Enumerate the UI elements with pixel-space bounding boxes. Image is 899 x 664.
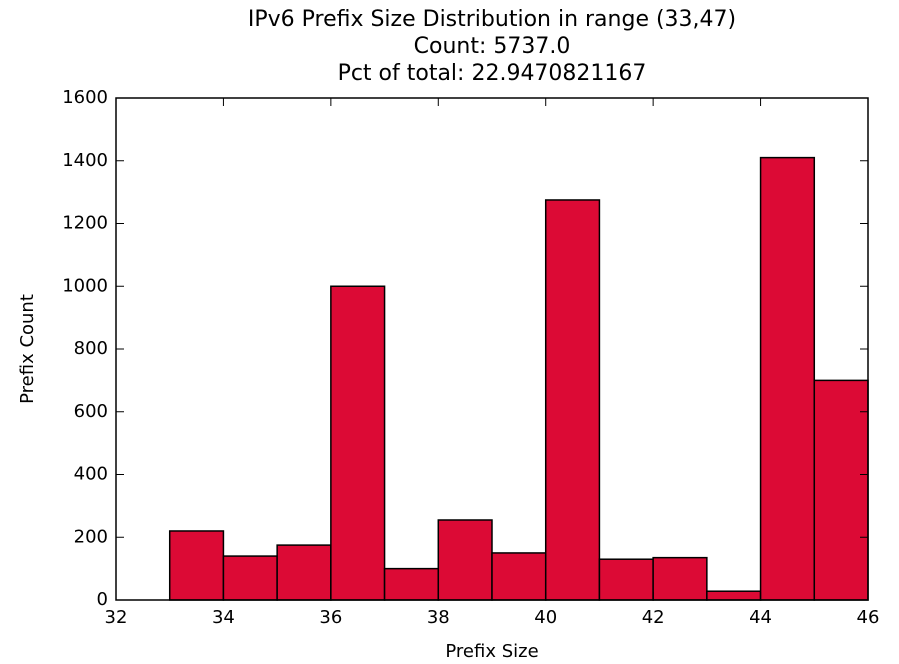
bar <box>759 156 816 601</box>
x-tick-label: 42 <box>642 607 665 628</box>
y-tick-label: 1600 <box>62 87 108 108</box>
bar <box>598 558 654 601</box>
bar <box>330 285 386 601</box>
bar <box>168 530 225 601</box>
bar <box>383 567 440 601</box>
bar <box>437 519 493 601</box>
y-tick-label: 1400 <box>62 150 108 171</box>
bar <box>652 556 708 601</box>
x-axis-label: Prefix Size <box>445 641 538 662</box>
bar <box>813 379 869 601</box>
x-tick-label: 46 <box>857 607 880 628</box>
bar <box>491 552 547 601</box>
y-tick-label: 0 <box>97 589 108 610</box>
x-tick-label: 44 <box>749 607 772 628</box>
y-axis-label: Prefix Count <box>17 294 38 404</box>
y-tick-label: 400 <box>74 464 108 485</box>
bar <box>706 590 762 601</box>
y-tick-label: 1200 <box>62 213 108 234</box>
bar <box>222 555 278 601</box>
chart-title: Count: 5737.0 <box>414 34 571 59</box>
x-tick-label: 38 <box>427 607 450 628</box>
y-tick-label: 800 <box>74 338 108 359</box>
chart-title: IPv6 Prefix Size Distribution in range (… <box>248 7 736 32</box>
y-tick-label: 1000 <box>62 275 108 296</box>
bar <box>544 199 601 601</box>
x-tick-label: 34 <box>212 607 235 628</box>
bar <box>276 544 332 601</box>
x-tick-label: 36 <box>319 607 342 628</box>
x-tick-label: 32 <box>105 607 128 628</box>
y-tick-label: 200 <box>74 526 108 547</box>
chart-title: Pct of total: 22.9470821167 <box>338 61 647 86</box>
x-tick-label: 40 <box>534 607 557 628</box>
y-tick-label: 600 <box>74 401 108 422</box>
